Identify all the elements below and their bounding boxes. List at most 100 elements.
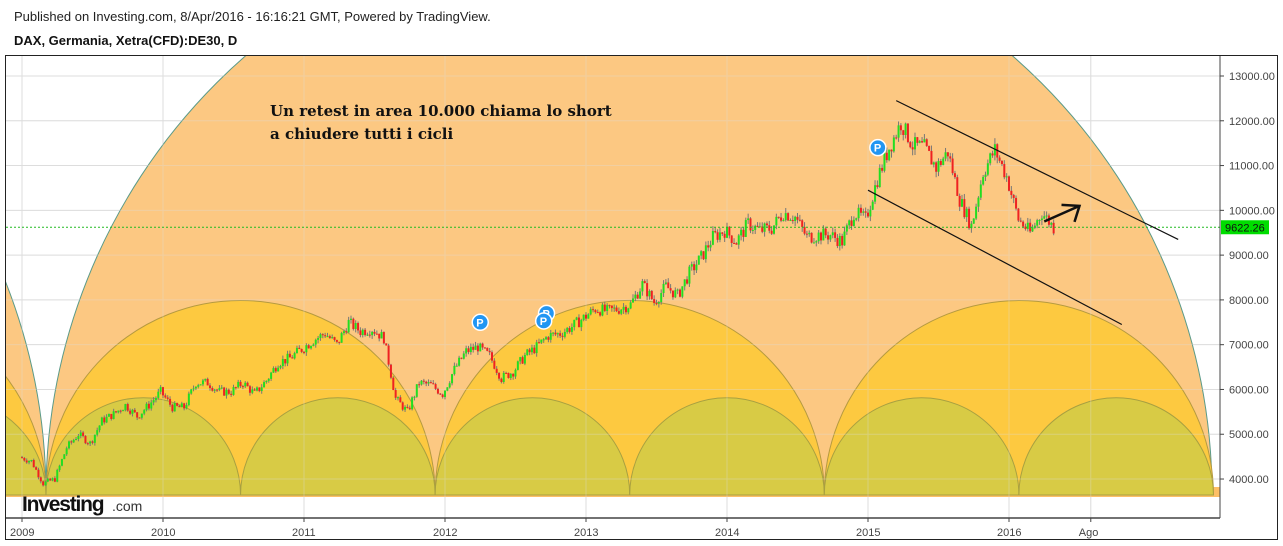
candle-body [364,329,367,336]
candle-body [657,302,660,304]
candle-body [589,309,592,315]
candle-body [547,337,550,340]
candle-body [1031,227,1034,232]
candle-body [690,264,693,267]
candle-body [345,331,348,333]
candle-body [112,411,115,420]
price-axis[interactable]: 13000.00 12000.00 11000.00 10000.00 9000.00 8… [1220,71,1275,486]
candle-body [507,372,510,379]
x-tick-label: 2013 [574,527,598,539]
candle-body [822,228,825,241]
upper-channel-trendline [895,100,1179,240]
candle-body [975,206,978,219]
candle-body [763,223,766,232]
candle-body [119,410,122,412]
candle-body [225,389,228,396]
candle-body [448,383,451,388]
candle-body [1005,176,1008,178]
candle-body [850,220,853,226]
candle-body [1012,194,1015,198]
candle-body [467,348,470,353]
candle-body [906,123,909,143]
candle-body [636,294,639,299]
candle-body [803,226,806,234]
candle-body [460,357,463,359]
candle-body [162,387,164,396]
candle-body [549,332,552,340]
candle-body [35,467,38,470]
candle-body [888,149,891,161]
candle-body [716,232,719,240]
marker-circle [471,313,489,332]
candle-body [815,241,818,243]
candle-body [411,397,414,410]
candle-body [923,139,926,143]
candle-body [209,385,211,389]
candle-body [429,382,432,384]
candle-body [827,235,830,240]
y-tick-label: 9000.00 [1229,250,1269,262]
candle-body [953,173,956,178]
candle-body [56,469,59,482]
candle-body [968,208,971,229]
candle-body [279,366,282,368]
candle-body [263,382,266,388]
candle-body [422,380,425,382]
candle-body [768,225,771,231]
candle-body [664,282,667,284]
candle-body [147,403,150,409]
candle-body [552,332,555,334]
candle-body [869,209,872,217]
candle-body [70,441,73,443]
candle-body [808,232,811,235]
candle-body [733,242,736,244]
candle-body [21,457,23,459]
candle-body [408,407,411,410]
candle-body [972,218,975,224]
candle-body [683,279,686,287]
y-tick-label: 13000.00 [1229,71,1275,83]
candle-body [138,417,141,419]
y-tick-label: 12000.00 [1229,116,1275,128]
candle-body [956,177,959,196]
candle-body [359,330,362,336]
lower-channel-trendline [867,189,1123,326]
candle-body [265,380,268,383]
time-axis[interactable]: 2009 2010 2011 2012 2013 2014 2015 2016 Ago [10,518,1098,539]
candle-body [1036,220,1039,226]
candle-body [166,397,169,399]
candle-body [535,342,538,354]
cycle-arc-small [240,397,436,496]
candle-body [159,387,162,392]
grid-overlay [6,56,1220,518]
candle-body [714,231,717,233]
candle-body [805,233,808,235]
candle-body [366,334,369,336]
candle-body [213,389,216,391]
candle-body [23,458,26,461]
logo-brand: Investing [22,493,104,516]
candle-body [220,387,223,389]
cycle-arc-small [823,397,1020,496]
candle-body [171,404,174,412]
candle-body [728,226,731,236]
candle-body [42,481,45,486]
candle-body [425,381,428,384]
candle-body [921,141,924,143]
candle-body [601,304,604,316]
candle-body [594,310,597,313]
candle-body [44,481,47,486]
candle-body [622,306,625,310]
candle-body [925,139,928,146]
candle-body [608,305,611,307]
candle-body [333,337,336,340]
cycle-arcs [6,56,1220,497]
candle-body [561,335,564,337]
candle-body [310,345,313,349]
candle-body [317,337,320,340]
candle-body [347,319,350,333]
candle-body [502,372,505,382]
candle-body [726,226,728,238]
candle-body [49,478,52,481]
